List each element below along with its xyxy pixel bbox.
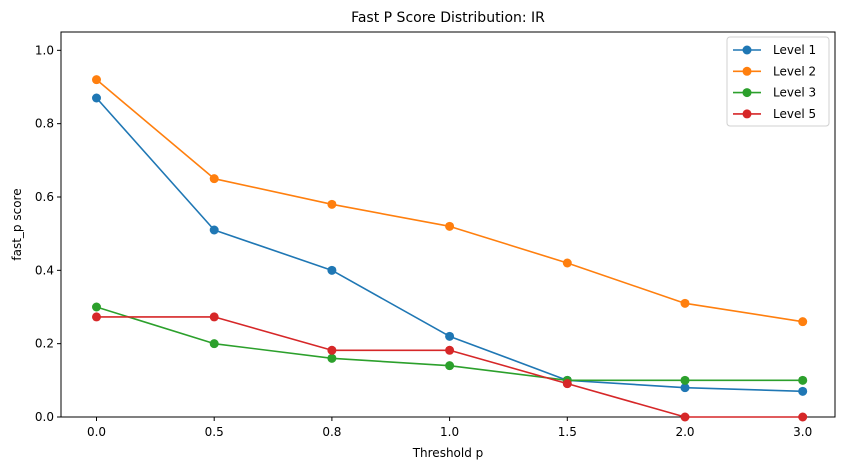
data-point	[798, 412, 808, 422]
legend-label: Level 3	[773, 86, 816, 100]
legend-item: Level 2	[733, 64, 816, 78]
data-point	[798, 375, 808, 385]
data-point	[92, 93, 101, 103]
plot-area	[60, 31, 836, 418]
legend-marker	[742, 45, 752, 55]
data-point	[680, 383, 690, 393]
legend-label: Level 1	[773, 43, 816, 57]
legend-marker	[742, 88, 752, 98]
series-layer	[92, 75, 808, 422]
data-point	[92, 312, 101, 322]
series-level-3	[92, 302, 808, 385]
data-point	[445, 361, 455, 371]
plot-frame	[60, 31, 836, 418]
legend-item: Level 5	[733, 107, 816, 121]
y-tick-label: 0.0	[35, 410, 54, 424]
x-tick-label: 2.0	[675, 425, 694, 439]
legend-label: Level 2	[773, 64, 816, 78]
y-tick-label: 0.6	[35, 190, 54, 204]
data-point	[798, 386, 808, 396]
x-tick-label: 0.0	[87, 425, 106, 439]
series-level-2	[92, 75, 808, 327]
legend-item: Level 1	[733, 43, 816, 57]
x-tick-label: 0.8	[322, 425, 341, 439]
y-axis: 0.0 0.2 0.4 0.6 0.8 1.0	[35, 43, 61, 424]
x-tick-label: 0.5	[205, 425, 224, 439]
data-point	[562, 379, 572, 389]
x-axis-label: Threshold p	[412, 446, 484, 460]
y-tick-label: 0.8	[35, 117, 54, 131]
legend-marker	[742, 66, 752, 76]
data-point	[445, 331, 455, 341]
x-axis: 0.0 0.5 0.8 1.0 1.5 2.0 3.0	[87, 417, 812, 439]
series-level-5	[92, 312, 808, 422]
data-point	[327, 353, 337, 363]
y-tick-label: 0.4	[35, 263, 54, 277]
legend-label: Level 5	[773, 107, 816, 121]
data-point	[562, 258, 572, 268]
legend-marker	[742, 109, 752, 119]
chart-title: Fast P Score Distribution: IR	[351, 10, 545, 26]
data-point	[445, 345, 455, 355]
data-point	[327, 345, 337, 355]
data-point	[209, 312, 219, 322]
data-point	[209, 339, 219, 349]
x-tick-label: 3.0	[793, 425, 812, 439]
data-point	[680, 375, 690, 385]
data-point	[680, 298, 690, 308]
x-tick-label: 1.0	[440, 425, 459, 439]
data-point	[445, 221, 455, 231]
legend-item: Level 3	[733, 86, 816, 100]
data-point	[209, 174, 219, 184]
data-point	[327, 265, 337, 275]
data-point	[798, 317, 808, 327]
data-point	[327, 199, 337, 209]
legend: Level 1 Level 2 Level 3 Level 5	[726, 36, 830, 127]
y-tick-label: 1.0	[35, 43, 54, 57]
data-point	[92, 75, 101, 85]
series-line	[95, 79, 803, 323]
data-point	[680, 412, 690, 422]
data-point	[209, 225, 219, 235]
data-point	[92, 302, 101, 312]
y-axis-label: fast_p score	[10, 188, 24, 260]
legend-frame	[726, 36, 830, 127]
x-tick-label: 1.5	[558, 425, 577, 439]
y-tick-label: 0.2	[35, 337, 54, 351]
